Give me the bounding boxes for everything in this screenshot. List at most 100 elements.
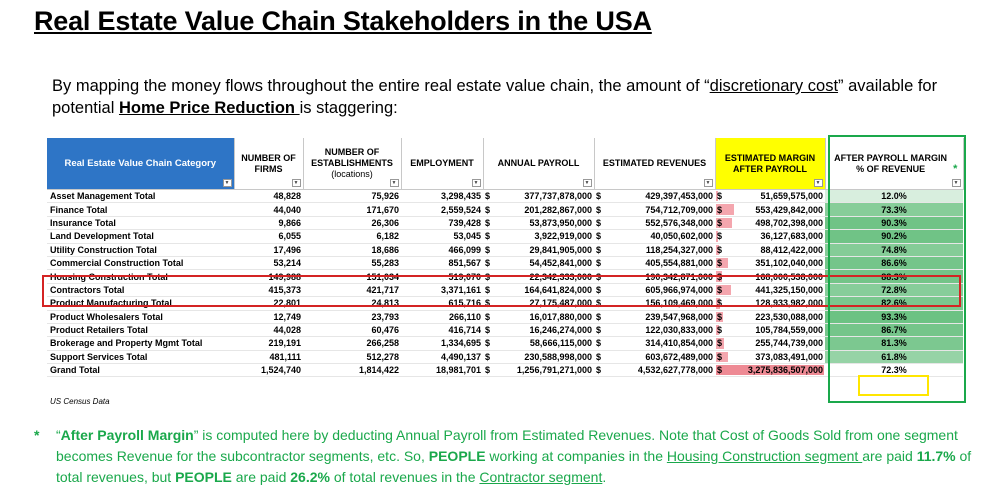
currency-symbol: $ (717, 365, 723, 376)
fn-part: are paid (231, 469, 291, 485)
currency-symbol: $ (596, 204, 602, 215)
cell-revenues: $552,576,348,000 (594, 216, 715, 231)
cell-firms: 48,828 (234, 189, 303, 204)
cell-revenues-value: 239,547,968,000 (645, 311, 713, 322)
currency-symbol: $ (717, 258, 723, 269)
header-margin[interactable]: ESTIMATED MARGIN AFTER PAYROLL ▼ (715, 138, 826, 190)
cell-firms: 44,040 (234, 202, 303, 217)
cell-margin: $51,659,575,000 (715, 189, 825, 204)
filter-dropdown-icon[interactable]: ▼ (222, 179, 232, 187)
header-payroll[interactable]: ANNUAL PAYROLL ▼ (483, 138, 595, 190)
cell-firms: 9,866 (234, 216, 303, 231)
header-pct[interactable]: AFTER PAYROLL MARGIN % OF REVENUE * ▼ (825, 138, 964, 190)
header-category-label: Real Estate Value Chain Category (64, 158, 217, 169)
cell-establishments: 18,686 (303, 243, 401, 257)
cell-revenues: $4,532,627,778,000 (594, 363, 715, 378)
cell-firms: 22,801 (234, 296, 303, 311)
table-row: Asset Management Total 48,828 75,926 3,298,… (47, 189, 963, 204)
cell-margin: $498,702,398,000 (715, 216, 825, 231)
fn-contractor-segment: Contractor segment (479, 469, 603, 485)
cell-margin-value: 3,275,836,507,000 (747, 365, 823, 376)
cell-margin-value: 105,784,559,000 (755, 325, 823, 336)
source-note: US Census Data (50, 397, 110, 406)
currency-symbol: $ (596, 298, 602, 309)
fn-part: working at companies in the (485, 448, 667, 464)
cell-firms: 44,028 (234, 323, 303, 338)
cell-category: Product Manufacturing Total (47, 296, 234, 311)
table-row: Brokerage and Property Mgmt Total 219,191… (47, 336, 963, 351)
cell-pct: 12.0% (825, 189, 963, 204)
cell-margin: $441,325,150,000 (715, 283, 825, 298)
currency-symbol: $ (485, 191, 491, 202)
cell-payroll-value: 16,246,274,000 (529, 325, 592, 336)
cell-payroll-value: 164,641,824,000 (524, 284, 592, 295)
filter-dropdown-icon[interactable]: ▼ (389, 179, 399, 187)
fn-part: of total revenues in the (329, 469, 480, 485)
cell-pct: 73.3% (825, 202, 963, 217)
filter-dropdown-icon[interactable]: ▼ (582, 179, 592, 187)
cell-establishments: 266,258 (303, 336, 401, 351)
cell-revenues: $122,030,833,000 (594, 323, 715, 338)
fn-part: ” is computed here by deducting Annual P… (56, 427, 958, 464)
margin-text: $441,325,150,000 (717, 284, 823, 296)
cell-establishments: 23,793 (303, 310, 401, 324)
cell-category: Finance Total (47, 202, 234, 217)
cell-firms: 1,524,740 (234, 363, 303, 378)
cell-payroll: $164,641,824,000 (483, 283, 594, 298)
currency-symbol: $ (717, 338, 723, 349)
margin-data-bar (716, 284, 731, 296)
cell-payroll: $377,737,878,000 (483, 189, 594, 204)
header-revenues[interactable]: ESTIMATED REVENUES ▼ (594, 138, 716, 190)
cell-margin-value: 255,744,739,000 (755, 338, 823, 349)
currency-symbol: $ (717, 298, 723, 309)
cell-firms: 6,055 (234, 229, 303, 244)
currency-symbol: $ (485, 338, 491, 349)
filter-dropdown-icon[interactable]: ▼ (813, 179, 823, 187)
cell-payroll: $201,282,867,000 (483, 202, 594, 217)
cell-payroll-value: 201,282,867,000 (524, 204, 592, 215)
header-revenues-label: ESTIMATED REVENUES (602, 158, 707, 168)
cell-category: Product Retailers Total (47, 323, 234, 338)
cell-employment: 1,334,695 (401, 336, 483, 351)
margin-data-bar (716, 231, 718, 242)
header-employment[interactable]: EMPLOYMENT ▼ (401, 138, 484, 190)
cell-employment: 615,716 (401, 296, 483, 311)
margin-data-bar (716, 191, 718, 202)
cell-establishments: 26,306 (303, 216, 401, 231)
cell-payroll-value: 3,922,919,000 (534, 231, 592, 242)
housing-contractors-highlight (42, 275, 961, 307)
cell-pct: 86.6% (825, 256, 963, 271)
cell-category: Product Wholesalers Total (47, 310, 234, 324)
fn-people: PEOPLE (428, 448, 486, 464)
header-establishments[interactable]: NUMBER OF ESTABLISHMENTS (locations) ▼ (303, 138, 402, 190)
cell-category: Land Development Total (47, 229, 234, 244)
filter-dropdown-icon[interactable]: ▼ (703, 179, 713, 187)
cell-category: Utility Construction Total (47, 243, 234, 257)
cell-revenues-value: 754,712,709,000 (645, 204, 713, 215)
cell-category: Commercial Construction Total (47, 256, 234, 271)
table-row: Finance Total 44,040 171,670 2,559,524 $201,… (47, 202, 963, 217)
header-firms[interactable]: NUMBER OF FIRMS ▼ (234, 138, 304, 190)
header-category[interactable]: Real Estate Value Chain Category ▼ (47, 138, 235, 190)
cell-establishments: 421,717 (303, 283, 401, 298)
cell-payroll: $53,873,950,000 (483, 216, 594, 231)
cell-establishments: 1,814,422 (303, 363, 401, 378)
currency-symbol: $ (596, 284, 602, 295)
filter-dropdown-icon[interactable]: ▼ (291, 179, 301, 187)
cell-margin: $3,275,836,507,000 (715, 363, 825, 378)
cell-payroll: $54,452,841,000 (483, 256, 594, 271)
cell-firms: 17,496 (234, 243, 303, 257)
cell-margin: $351,102,040,000 (715, 256, 825, 271)
filter-dropdown-icon[interactable]: ▼ (951, 179, 961, 187)
fn-contractor-pct: 26.2% (290, 469, 330, 485)
cell-category: Insurance Total (47, 216, 234, 231)
cell-employment: 466,099 (401, 243, 483, 257)
table-row: Support Services Total 481,111 512,278 4,49… (47, 350, 963, 365)
cell-establishments: 24,813 (303, 296, 401, 311)
table-row: Product Retailers Total 44,028 60,476 416,7… (47, 323, 963, 338)
filter-dropdown-icon[interactable]: ▼ (471, 179, 481, 187)
cell-payroll: $16,246,274,000 (483, 323, 594, 338)
header-employment-label: EMPLOYMENT (410, 158, 474, 168)
cell-category: Contractors Total (47, 283, 234, 298)
intro-text-5: is staggering: (299, 99, 398, 117)
